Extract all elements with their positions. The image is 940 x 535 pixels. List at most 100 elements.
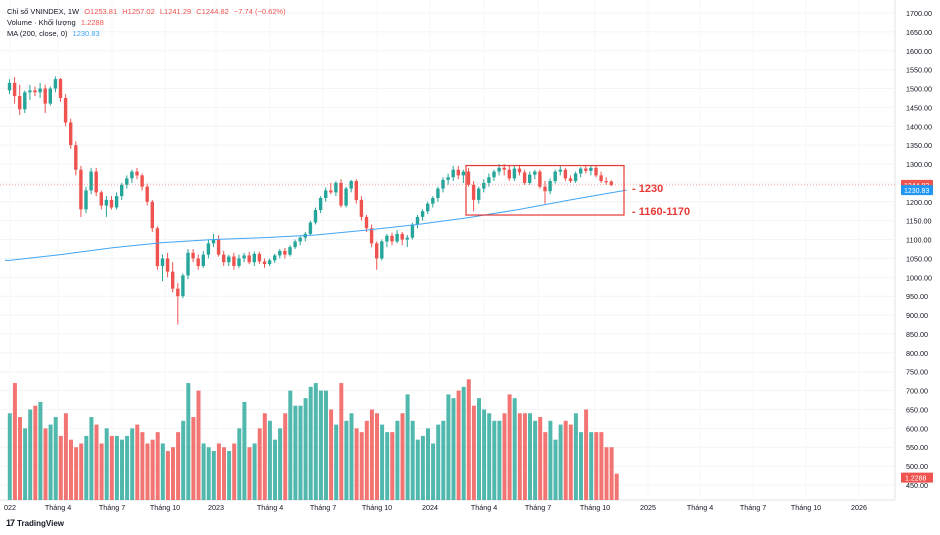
candle-body bbox=[553, 171, 557, 182]
candle-body bbox=[426, 203, 430, 212]
volume-bar bbox=[410, 420, 415, 500]
legend-volume-row[interactable]: Volume · Khối lượng 1.2288 bbox=[7, 18, 107, 28]
candle-body bbox=[227, 256, 231, 263]
volume-bar bbox=[160, 443, 165, 500]
volume-bar bbox=[308, 386, 313, 500]
close-value: C1244.82 bbox=[196, 7, 229, 16]
candle-body bbox=[579, 168, 583, 174]
volume-bar bbox=[318, 390, 323, 500]
volume-bar bbox=[339, 383, 344, 500]
x-tick-label: 2026 bbox=[851, 503, 867, 512]
candle-body bbox=[216, 239, 221, 255]
volume-bar bbox=[7, 413, 12, 500]
candle-body bbox=[99, 192, 103, 206]
candle-body bbox=[533, 171, 537, 175]
y-tick-label: 1600.00 bbox=[906, 47, 932, 56]
candle-body bbox=[191, 252, 195, 259]
volume-bar bbox=[171, 447, 175, 500]
tradingview-logo-icon: 17 bbox=[6, 518, 15, 528]
volume-label[interactable]: Volume · Khối lượng bbox=[7, 18, 76, 27]
y-tick-label: 650.00 bbox=[906, 405, 928, 414]
price-tag-label: 1230.83 bbox=[904, 188, 929, 195]
volume-bar bbox=[262, 413, 267, 500]
y-tick-label: 1550.00 bbox=[906, 66, 932, 75]
volume-bar bbox=[242, 401, 247, 500]
y-tick-label: 1400.00 bbox=[906, 122, 932, 131]
candle-body bbox=[522, 172, 527, 183]
ma-value: 1230.83 bbox=[72, 29, 100, 38]
candle-body bbox=[512, 168, 517, 179]
volume-bar bbox=[313, 383, 318, 500]
volume-bar bbox=[150, 439, 155, 500]
ma-200-line bbox=[5, 189, 627, 261]
candle-body bbox=[33, 90, 37, 93]
volume-bar bbox=[114, 435, 119, 500]
candle-body bbox=[471, 184, 476, 200]
volume-bar bbox=[487, 413, 492, 500]
y-tick-label: 1450.00 bbox=[906, 103, 932, 112]
ma-label[interactable]: MA (200, close, 0) bbox=[7, 29, 68, 38]
volume-bar bbox=[155, 432, 160, 500]
candle-body bbox=[69, 122, 73, 146]
candle-body bbox=[609, 181, 613, 185]
volume-bar bbox=[293, 405, 298, 500]
tradingview-name: TradingView bbox=[17, 518, 64, 528]
candle-body bbox=[267, 260, 272, 265]
volume-bar bbox=[48, 424, 53, 500]
volume-bar bbox=[201, 443, 206, 500]
volume-bar bbox=[451, 398, 456, 500]
y-tick-label: 550.00 bbox=[906, 443, 928, 452]
x-tick-label: 022 bbox=[4, 503, 16, 512]
legend-ma-row[interactable]: MA (200, close, 0) 1230.83 bbox=[7, 29, 103, 39]
candle-body bbox=[568, 178, 573, 182]
candle-body bbox=[206, 243, 211, 255]
candle-body bbox=[334, 182, 338, 193]
candle-body bbox=[446, 177, 450, 180]
candle-body bbox=[548, 181, 552, 192]
volume-bar bbox=[278, 428, 283, 500]
candle-body bbox=[232, 256, 236, 266]
y-tick-label: 900.00 bbox=[906, 311, 928, 320]
volume-bar bbox=[589, 432, 594, 500]
candle-body bbox=[420, 211, 425, 217]
tradingview-branding[interactable]: 17 TradingView bbox=[6, 518, 64, 528]
volume-tag bbox=[901, 472, 933, 483]
volume-bar bbox=[594, 432, 599, 500]
symbol-label[interactable]: Chỉ số VNINDEX, 1W bbox=[7, 7, 80, 16]
candle-body bbox=[604, 181, 608, 183]
candle-body bbox=[186, 252, 190, 276]
candle-body bbox=[28, 90, 32, 93]
legend-symbol-row[interactable]: Chỉ số VNINDEX, 1W O1253.81 H1257.02 L12… bbox=[7, 7, 289, 17]
candle-body bbox=[415, 216, 420, 225]
volume-bar bbox=[477, 398, 481, 500]
volume-bar bbox=[58, 435, 63, 500]
y-tick-label: 1150.00 bbox=[906, 217, 931, 226]
volume-bar bbox=[548, 420, 553, 500]
volume-bar bbox=[385, 432, 390, 500]
candle-body bbox=[237, 258, 241, 266]
y-tick-label: 1000.00 bbox=[906, 273, 932, 282]
candle-body bbox=[395, 233, 399, 242]
volume-bar bbox=[28, 409, 33, 500]
candle-body bbox=[176, 288, 180, 297]
volume-bar bbox=[104, 428, 109, 500]
change-value: −7.74 (−0.62%) bbox=[233, 7, 286, 16]
x-tick-label: Tháng 10 bbox=[791, 503, 821, 512]
candle-body bbox=[563, 169, 568, 179]
candle-body bbox=[369, 228, 374, 244]
candle-body bbox=[599, 175, 603, 182]
candle-body bbox=[23, 92, 27, 110]
low-value: L1241.29 bbox=[159, 7, 192, 16]
x-tick-label: Tháng 4 bbox=[45, 503, 71, 512]
volume-bar bbox=[196, 390, 201, 500]
candle-body bbox=[405, 237, 409, 240]
volume-bar bbox=[446, 394, 451, 500]
volume-bar bbox=[568, 424, 573, 500]
volume-bar bbox=[522, 413, 527, 500]
volume-bar bbox=[405, 394, 410, 500]
candle-body bbox=[201, 254, 205, 266]
candle-body bbox=[165, 258, 170, 272]
candle-body bbox=[247, 255, 251, 263]
candle-body bbox=[584, 168, 588, 171]
